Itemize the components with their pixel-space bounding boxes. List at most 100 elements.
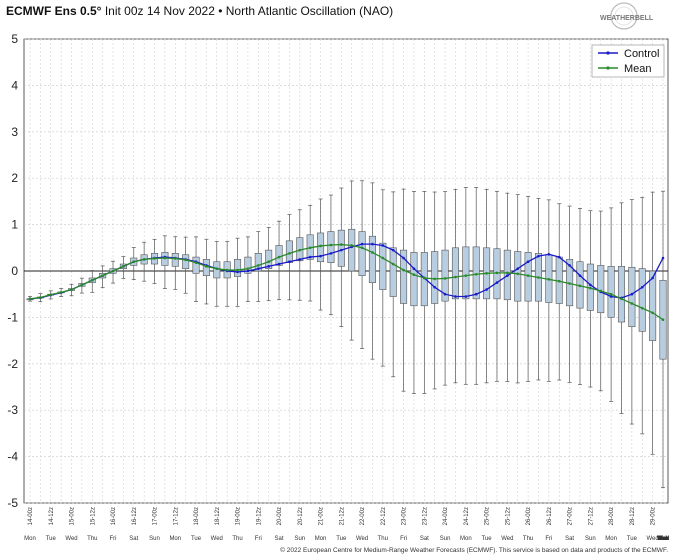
x-day-label: Sun	[585, 536, 596, 542]
x-tick-label: 16-12z	[132, 507, 138, 525]
mean-point	[381, 256, 385, 260]
box-body	[317, 232, 325, 263]
box-body	[234, 259, 242, 277]
x-day-label: Tue	[658, 536, 669, 542]
x-tick-label: 28-12z	[630, 507, 636, 525]
control-point	[495, 281, 499, 284]
box-body	[337, 229, 345, 267]
legend-control-label: Control	[624, 48, 659, 60]
mean-point	[620, 297, 623, 301]
x-tick-label: 25-00z	[485, 507, 491, 525]
x-day-label: Fri	[660, 536, 667, 542]
control-point	[329, 252, 333, 255]
x-day-label: Wed	[501, 536, 513, 542]
mean-point	[277, 255, 281, 259]
x-tick-label: 17-12z	[173, 507, 179, 525]
x-day-label: Mon	[657, 536, 669, 542]
control-point	[433, 285, 437, 289]
x-day-label: Sat	[565, 536, 574, 542]
mean-point	[173, 257, 177, 260]
x-day-label: Sat	[658, 536, 667, 542]
mean-point	[308, 246, 312, 250]
control-point	[288, 260, 291, 264]
x-day-label: Sun	[658, 536, 669, 542]
mean-point	[516, 272, 520, 276]
x-day-label: Fri	[545, 536, 552, 542]
mean-point	[589, 286, 592, 290]
x-tick-label: 14-00z	[28, 507, 34, 525]
mean-point	[28, 297, 32, 301]
mean-point	[350, 244, 353, 247]
x-day-label: Fri	[110, 536, 117, 542]
x-day-label: Fri	[255, 536, 262, 542]
x-day-label: Thu	[87, 536, 97, 542]
box-body	[462, 246, 470, 300]
mean-point	[454, 275, 457, 279]
box-body	[628, 266, 636, 327]
box-body	[192, 256, 200, 274]
x-day-label: Mon	[605, 536, 617, 542]
x-day-label: Fri	[660, 536, 667, 542]
control-point	[557, 255, 561, 259]
y-tick-label: -1	[7, 310, 18, 324]
box-body	[514, 251, 522, 302]
x-tick-label: 15-00z	[70, 507, 76, 525]
x-day-label: Sun	[149, 536, 160, 542]
control-point	[516, 267, 520, 270]
box-body	[597, 265, 605, 314]
mean-point	[630, 302, 634, 305]
control-point	[464, 295, 468, 298]
legend-mean-label: Mean	[624, 63, 652, 75]
x-day-label: Thu	[658, 536, 668, 542]
control-point	[267, 265, 270, 268]
control-point	[319, 254, 322, 258]
x-day-label: Sat	[658, 536, 667, 542]
mean-point	[101, 274, 104, 277]
control-point	[256, 267, 260, 270]
box-body	[472, 246, 480, 300]
box-body	[348, 228, 356, 272]
mean-point	[547, 278, 551, 281]
legend-mean-marker	[606, 66, 610, 70]
mean-point	[90, 278, 94, 282]
box-body	[275, 245, 283, 266]
x-day-label: Sat	[658, 536, 667, 542]
x-day-label: Sun	[294, 536, 305, 542]
mean-point	[225, 268, 229, 272]
box-body	[327, 231, 335, 263]
x-day-label: Wed	[657, 536, 669, 542]
mean-point	[495, 271, 499, 275]
box-body	[617, 266, 626, 323]
x-tick-label: 18-00z	[194, 507, 200, 525]
y-tick-label: -5	[7, 496, 18, 510]
x-day-label: Mon	[315, 536, 327, 542]
mean-point	[142, 258, 146, 261]
mean-point	[298, 248, 302, 252]
x-day-label: Wed	[65, 536, 77, 542]
x-tick-label: 26-00z	[526, 507, 532, 525]
x-tick-label: 15-12z	[90, 507, 96, 525]
x-day-label: Thu	[658, 536, 668, 542]
x-tick-label: 19-00z	[236, 507, 242, 525]
x-axis: 14-00z 14-12z 15-00z 15-12z 16-00z 16-12z 17-0…	[24, 507, 669, 542]
x-tick-label: 21-12z	[339, 507, 345, 525]
x-day-label: Tue	[658, 536, 669, 542]
weatherbell-logo: WEATHERBELL	[600, 2, 654, 30]
control-point	[640, 285, 644, 289]
x-tick-label: 16-00z	[111, 507, 117, 525]
mean-line	[29, 243, 664, 321]
control-point	[236, 270, 239, 274]
control-point	[485, 288, 488, 291]
mean-point	[526, 274, 530, 277]
mean-point	[80, 283, 84, 287]
mean-point	[132, 260, 136, 264]
control-point	[661, 256, 665, 260]
mean-point	[246, 267, 250, 270]
y-tick-label: 3	[11, 125, 18, 139]
x-day-label: Sat	[420, 536, 429, 542]
x-day-label: Thu	[658, 536, 668, 542]
x-tick-label: 23-00z	[402, 507, 408, 525]
y-tick-label: 5	[11, 32, 18, 46]
control-point	[578, 274, 582, 277]
logo-text: WEATHERBELL	[600, 15, 654, 22]
